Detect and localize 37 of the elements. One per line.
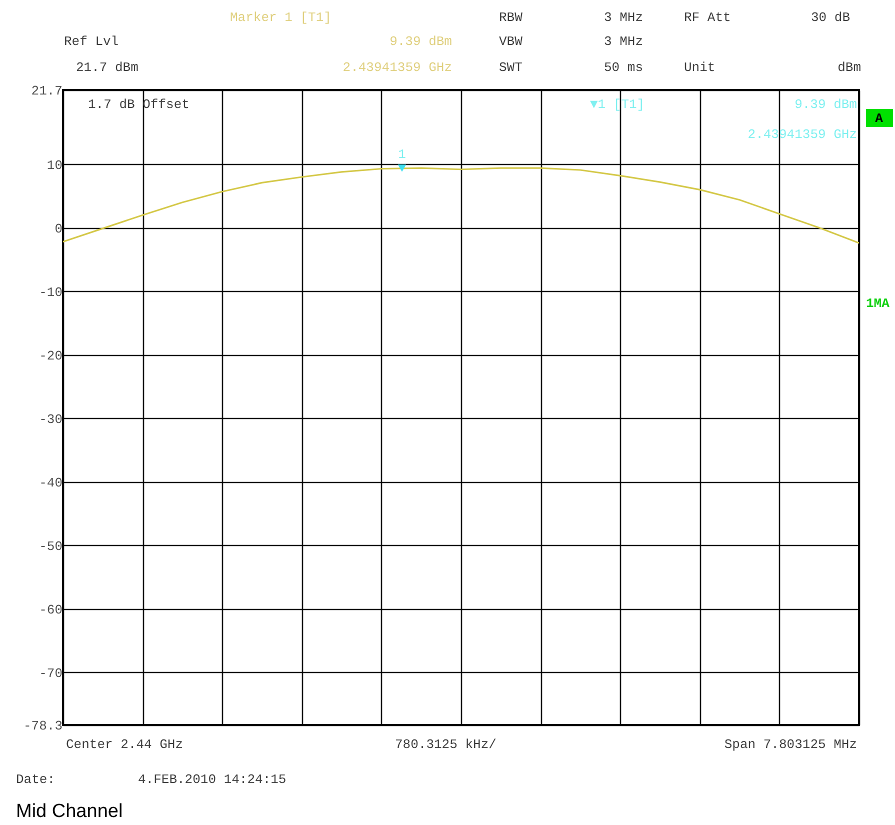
- y-tick-label: -50: [39, 538, 62, 554]
- y-tick-label: -30: [39, 412, 62, 427]
- text: Mid Channel: [16, 801, 123, 822]
- y-tick-label: -10: [39, 284, 62, 300]
- text: 780.3125 kHz/: [395, 737, 497, 752]
- y-tick-label: 0: [54, 221, 62, 236]
- y-tick-label: 10: [46, 158, 62, 173]
- text: RBW: [499, 10, 523, 25]
- line-series: [62, 167, 860, 244]
- text: 9.39 dBm: [390, 34, 452, 49]
- annotation: 9.39 dBm: [794, 97, 858, 112]
- text: A: [875, 111, 884, 126]
- text: Center 2.44 GHz: [66, 737, 184, 752]
- y-tick-label: -70: [39, 666, 62, 681]
- text: Marker 1 [T1]: [230, 10, 332, 25]
- text: Date:: [16, 772, 56, 787]
- text: 3 MHz: [604, 10, 643, 25]
- annotation: 1: [398, 147, 406, 162]
- text: Unit: [684, 60, 716, 75]
- text: SWT: [499, 60, 523, 75]
- text: dBm: [838, 60, 862, 75]
- y-tick-label: -78.3: [23, 718, 62, 734]
- text: 4.FEB.2010 14:24:15: [138, 772, 286, 787]
- text: 3 MHz: [604, 34, 643, 49]
- text: RF Att: [684, 10, 731, 25]
- text: Span 7.803125 MHz: [724, 737, 857, 752]
- text: Ref Lvl: [64, 34, 119, 49]
- y-tick-label: -60: [39, 602, 62, 618]
- y-tick-label: 21.7: [31, 84, 62, 98]
- text: 2.43941359 GHz: [342, 60, 452, 75]
- text: 1MA: [866, 296, 890, 311]
- text: 30 dB: [810, 10, 850, 25]
- y-tick-label: -40: [39, 475, 62, 490]
- text: 21.7 dBm: [76, 60, 139, 75]
- y-tick-label: -20: [39, 348, 62, 364]
- text: 50 ms: [604, 60, 643, 75]
- text: VBW: [499, 34, 523, 49]
